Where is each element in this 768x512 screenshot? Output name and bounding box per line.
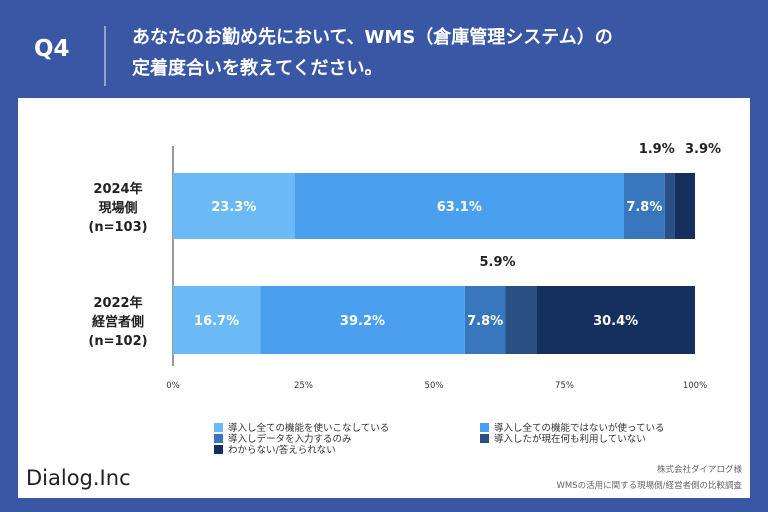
legend-label: 導入したが現在何も利用していない (494, 434, 646, 445)
legend-item: 導入しデータを入力するのみ (214, 431, 352, 445)
legend-item: 導入し全ての機能を使いこなしている (214, 420, 389, 434)
bar-segment (294, 173, 625, 239)
company-logo: Dialog.Inc (26, 466, 131, 490)
legend-label: 導入し全ての機能ではないが使っている (494, 423, 665, 434)
legend-label: 導入し全ての機能を使いこなしている (228, 423, 390, 434)
legend-label: 導入しデータを入力するのみ (228, 434, 352, 445)
legend-swatch-5 (214, 444, 223, 454)
legend-swatch-4 (480, 433, 489, 443)
header: Q4 あなたのお勤め先において、WMS（倉庫管理システム）の 定着度合いを教えて… (0, 0, 768, 98)
legend-item: 導入し全ての機能ではないが使っている (480, 420, 665, 434)
category-label: 現場側 (98, 200, 137, 216)
x-tick-label: 50% (425, 381, 444, 391)
outside-data-label: 1.9% (639, 142, 675, 157)
title-line-2: 定着度合いを教えてください。 (132, 58, 383, 79)
bar-segment (505, 286, 537, 354)
x-tick-label: 25% (294, 381, 313, 391)
bar-segment (664, 173, 675, 239)
data-label: 30.4% (593, 314, 638, 329)
legend-swatch-1 (214, 422, 223, 432)
legend-label: わからない/答えられない (228, 445, 336, 456)
data-label: 16.7% (194, 314, 239, 329)
data-label: 63.1% (437, 200, 482, 215)
legend-swatch-3 (214, 433, 223, 443)
chart-legend: 導入し全ての機能を使いこなしている 導入しデータを入力するのみ わからない/答え… (214, 420, 734, 480)
bar-segment (464, 286, 506, 354)
survey-credit: 株式会社ダイアログ様 WMSの活用に関する現場側/経営者側の比較調査 (557, 462, 743, 494)
title-line-1: あなたのお勤め先において、WMS（倉庫管理システム）の (132, 27, 613, 48)
bar-segment (260, 286, 465, 354)
data-label: 7.8% (626, 200, 662, 215)
x-tick-label: 75% (555, 381, 574, 391)
data-label: 23.3% (211, 200, 256, 215)
category-label: (n=102) (88, 334, 147, 349)
category-label: (n=103) (88, 220, 147, 235)
x-tick-label: 0% (166, 381, 180, 391)
bar-segment (674, 173, 695, 239)
data-label: 7.8% (467, 314, 503, 329)
legend-swatch-2 (480, 422, 489, 432)
chart-panel: 23.3% 63.1% 7.8% 1.9% 3.9% 2024年現場側 (n=103) 16.… (18, 98, 750, 498)
bar-segment (536, 286, 695, 354)
bar-segment (173, 173, 295, 239)
data-label: 39.2% (340, 314, 385, 329)
credit-line-1: 株式会社ダイアログ様 (656, 465, 742, 475)
header-divider (104, 26, 106, 86)
outside-data-label: 5.9% (479, 255, 515, 270)
category-label: 2022年 (93, 295, 142, 311)
legend-item: 導入したが現在何も利用していない (480, 431, 646, 445)
credit-line-2: WMSの活用に関する現場側/経営者側の比較調査 (556, 481, 743, 491)
bar-segment (624, 173, 665, 239)
x-tick-label: 100% (683, 381, 707, 391)
category-label: 2024年 (93, 181, 142, 197)
outside-data-label: 3.9% (685, 142, 721, 157)
bar-segment (173, 286, 261, 354)
legend-item: わからない/答えられない (214, 442, 336, 456)
page-title: あなたのお勤め先において、WMS（倉庫管理システム）の 定着度合いを教えてくださ… (132, 22, 742, 84)
category-label: 経営者側 (92, 314, 144, 330)
question-label: Q4 (34, 36, 70, 62)
